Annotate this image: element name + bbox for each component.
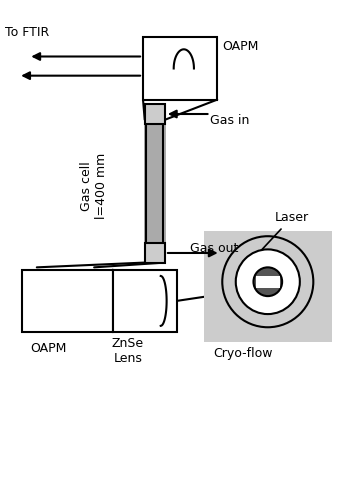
Bar [145,243,165,263]
Bar [204,231,332,342]
Ellipse shape [253,268,282,296]
Bar [256,276,279,288]
Bar [113,270,177,332]
Bar [144,105,166,263]
Text: Laser: Laser [256,211,309,256]
Ellipse shape [236,249,300,314]
Bar [145,105,165,123]
Text: Gas cell
l=400 mm: Gas cell l=400 mm [80,153,108,219]
Text: OAPM: OAPM [222,40,259,54]
Text: OAPM: OAPM [30,342,66,355]
Text: Cryo-flow: Cryo-flow [213,347,272,360]
Text: To FTIR: To FTIR [5,26,49,39]
Ellipse shape [222,236,313,327]
Text: Gas out: Gas out [190,241,239,254]
Text: Gas in: Gas in [210,114,250,127]
Bar [143,37,217,100]
Text: ZnSe
Lens: ZnSe Lens [112,337,144,365]
Bar [22,270,113,332]
